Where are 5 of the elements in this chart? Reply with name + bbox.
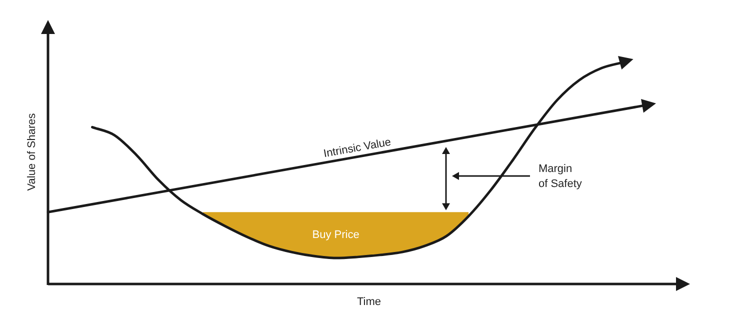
text: Intrinsic Value [322, 136, 392, 160]
annotation: Margin of Safety [538, 163, 582, 190]
annotation: Buy Price [312, 229, 360, 242]
y-axis-title: Value of Shares [26, 112, 38, 191]
x-axis-title: Time [356, 296, 382, 308]
